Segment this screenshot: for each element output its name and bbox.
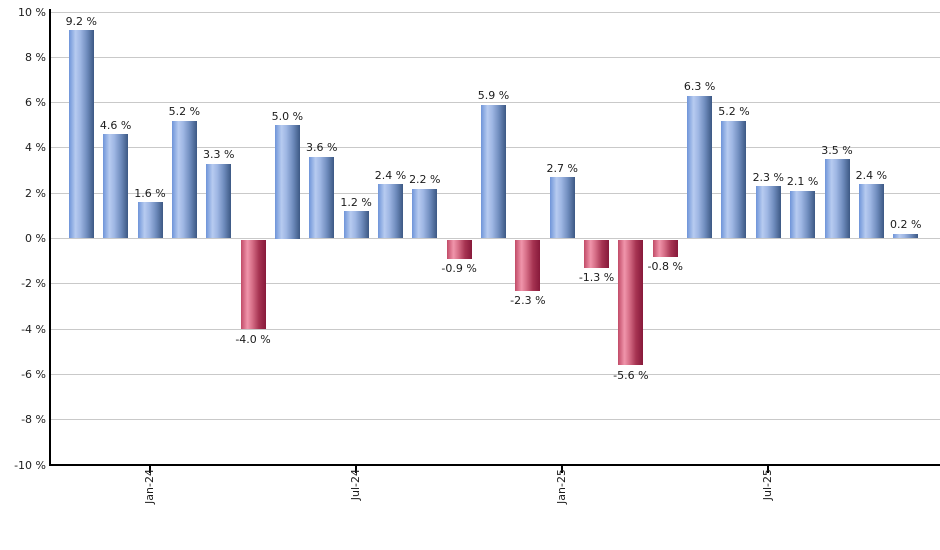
bar-value-label: 5.2 %	[718, 105, 750, 119]
positive-bar	[377, 184, 403, 239]
positive-bar	[103, 134, 129, 239]
positive-bar	[68, 30, 94, 239]
bar-value-label: 1.2 %	[340, 195, 372, 209]
positive-bar	[824, 159, 850, 239]
gridline	[50, 238, 940, 239]
bar-value-label: 2.4 %	[374, 168, 407, 182]
gridline	[50, 419, 940, 421]
positive-bar	[755, 186, 781, 239]
bar-value-label: 2.3 %	[752, 170, 785, 184]
bar-value-label: 5.9 %	[477, 89, 510, 103]
positive-bar	[412, 188, 438, 239]
negative-bar	[652, 239, 678, 257]
y-axis-tick-label: 0 %	[25, 232, 46, 245]
x-axis-tick-mark	[355, 465, 358, 473]
positive-bar	[171, 120, 197, 239]
bar-value-label: -5.6 %	[613, 368, 649, 382]
bar-value-label: 2.2 %	[409, 173, 441, 187]
positive-bar	[893, 233, 919, 239]
y-axis-tick-label: -4 %	[21, 322, 46, 336]
negative-bar	[240, 239, 266, 330]
y-axis-tick-label: -8 %	[21, 413, 46, 427]
bar-value-label: 2.7 %	[546, 161, 578, 175]
positive-bar	[206, 163, 232, 239]
bar-value-label: 1.6 %	[134, 186, 166, 200]
gridline	[50, 102, 940, 104]
bar-value-label: 3.3 %	[202, 148, 235, 162]
bar-value-label: 2.1 %	[786, 175, 819, 189]
positive-bar	[790, 190, 816, 239]
negative-bar	[618, 239, 644, 366]
positive-bar	[858, 184, 884, 239]
bar-value-label: 5.0 %	[271, 109, 304, 123]
gridline	[50, 328, 940, 330]
bar-value-label: -1.3 %	[578, 271, 615, 285]
bar-value-label: -2.3 %	[510, 294, 546, 308]
bar-value-label: 6.3 %	[683, 80, 716, 94]
bar-value-label: -0.8 %	[647, 260, 683, 274]
gridline	[50, 373, 940, 375]
x-axis-tick-mark	[149, 465, 151, 473]
y-axis-tick-label: 4 %	[25, 141, 46, 155]
bar-value-label: -4.0 %	[235, 332, 271, 346]
positive-bar	[343, 211, 369, 239]
gridline	[50, 11, 940, 13]
bar-value-label: -0.9 %	[441, 262, 477, 276]
y-axis-tick-label: 6 %	[25, 96, 46, 110]
negative-bar	[446, 239, 472, 259]
x-axis-tick-label: Jan-25	[555, 469, 569, 504]
x-axis-tick-label: Jul-24	[349, 469, 363, 501]
y-axis-tick-label: -6 %	[21, 367, 46, 381]
bar-value-label: 0.2 %	[889, 218, 922, 232]
bar-value-label: 9.2 %	[65, 14, 98, 28]
y-axis-tick-label: -10 %	[14, 458, 46, 472]
positive-bar	[274, 125, 300, 239]
positive-bar	[549, 177, 575, 239]
x-axis-tick-label: Jul-25	[761, 469, 775, 501]
y-axis-tick-label: 2 %	[25, 186, 46, 200]
bar-value-label: 2.4 %	[855, 168, 888, 182]
x-axis-tick-mark	[767, 465, 770, 473]
y-axis-tick-label: 8 %	[25, 50, 46, 64]
negative-bar	[515, 239, 541, 291]
bar-value-label: 3.6 %	[306, 141, 338, 155]
negative-bar	[584, 239, 610, 268]
gridline	[50, 56, 940, 58]
x-axis-tick-mark	[561, 465, 564, 473]
positive-bar	[309, 156, 335, 239]
positive-bar	[137, 202, 163, 239]
bar-value-label: 4.6 %	[99, 118, 132, 132]
gridline	[50, 283, 940, 285]
x-axis-tick-label: Jan-24	[143, 469, 156, 504]
positive-bar	[721, 120, 747, 239]
y-axis-tick-label: -2 %	[21, 277, 46, 291]
bar-value-label: 3.5 %	[821, 143, 853, 157]
positive-bar	[687, 95, 713, 239]
x-axis-line	[50, 463, 940, 466]
y-axis-line	[49, 9, 51, 466]
positive-bar	[481, 104, 506, 239]
y-axis-tick-label: 10 %	[18, 5, 46, 19]
bar-value-label: 5.2 %	[168, 105, 201, 119]
